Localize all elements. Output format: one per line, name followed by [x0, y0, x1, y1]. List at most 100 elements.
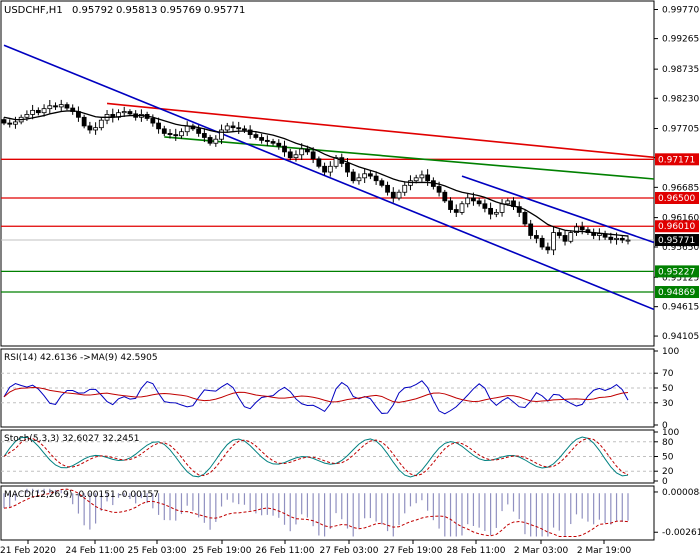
candle-body — [614, 237, 619, 240]
candle-body — [459, 203, 465, 213]
y-tick-label: 0.96685 — [662, 183, 699, 193]
macd-signal-line — [3, 488, 629, 538]
candle-body — [482, 203, 488, 209]
candle-body — [488, 207, 494, 215]
candle-body — [453, 209, 459, 213]
candle-body — [121, 111, 127, 114]
rsi-tick-label: 0 — [662, 421, 668, 431]
candle-body — [390, 191, 396, 199]
candle-body — [373, 175, 379, 182]
candle-body — [528, 223, 534, 236]
candle-body — [310, 151, 316, 160]
candle-body — [161, 128, 167, 134]
candle-body — [471, 197, 476, 202]
candle-body — [184, 125, 190, 133]
candle-body — [379, 180, 385, 186]
x-tick-label: 28 Feb 11:00 — [446, 546, 505, 556]
price-level-box — [655, 220, 699, 233]
candle-body — [13, 121, 18, 125]
candle-body — [362, 173, 368, 179]
macd-tick-label: -0.002614 — [662, 528, 700, 538]
candle-body — [402, 184, 408, 193]
candle-body — [327, 165, 333, 173]
candle-body — [127, 111, 133, 115]
candle-body — [201, 133, 207, 138]
candle-body — [287, 151, 293, 159]
candle-body — [534, 235, 539, 239]
macd-tick-label: 0.000084 — [662, 488, 700, 498]
y-tick-label: 0.94615 — [662, 303, 699, 313]
y-tick-label: 0.99265 — [662, 35, 699, 45]
trendline-blue-channel-lower — [3, 44, 655, 311]
main-pane-frame — [0, 0, 655, 347]
y-tick-label: 0.99770 — [662, 5, 699, 15]
price-level-box — [655, 286, 699, 299]
rsi-ma-line — [3, 387, 629, 403]
y-tick-label: 0.97705 — [662, 125, 699, 135]
candle-body — [442, 191, 448, 202]
main-header-symbol: USDCHF,H1 — [4, 5, 63, 16]
rsi-tick-label: 100 — [662, 347, 679, 357]
candle-body — [505, 200, 511, 205]
candle-body — [539, 237, 545, 248]
x-tick-label: 2 Mar 03:00 — [514, 546, 569, 556]
candle-body — [499, 203, 505, 213]
x-tick-label: 24 Feb 11:00 — [65, 546, 124, 556]
rsi-line — [3, 380, 629, 415]
stoch-tick-label: 0 — [662, 477, 668, 487]
candle-body — [465, 197, 471, 205]
candle-body — [35, 109, 41, 114]
price-level-box — [655, 265, 699, 278]
candle-body — [93, 127, 98, 131]
candle-body — [98, 119, 104, 129]
candle-body — [619, 237, 625, 241]
price-level-box — [655, 153, 699, 166]
candle-body — [596, 233, 602, 236]
y-tick-label: 0.96160 — [662, 214, 699, 224]
stoch-tick-label: 100 — [662, 428, 679, 438]
x-tick-label: 25 Feb 03:00 — [127, 546, 186, 556]
stoch-tick-label: 50 — [662, 453, 674, 463]
price-level-label: 0.96500 — [658, 194, 695, 204]
trendline-blue-channel-upper — [461, 175, 655, 244]
candle-body — [396, 191, 402, 199]
x-tick-label: 27 Feb 03:00 — [319, 546, 378, 556]
price-level-label: 0.94869 — [658, 288, 695, 298]
rsi-tick-label: 70 — [662, 369, 674, 379]
candle-body — [1, 119, 7, 124]
candle-body — [253, 134, 259, 138]
candle-body — [608, 236, 614, 240]
stoch-tick-label: 80 — [662, 438, 674, 448]
x-tick-label: 25 Feb 19:00 — [192, 546, 251, 556]
candle-body — [24, 114, 30, 118]
candle-body — [625, 239, 631, 242]
candle-body — [356, 177, 362, 182]
candle-body — [242, 128, 247, 131]
candle-body — [493, 212, 499, 215]
candle-body — [282, 145, 287, 153]
axis-layer: 0.997700.992650.987350.982300.977050.972… — [0, 5, 700, 556]
main-price-layer — [1, 44, 655, 311]
x-tick-label: 2 Mar 19:00 — [577, 546, 632, 556]
candle-body — [207, 137, 213, 144]
candle-body — [259, 137, 265, 141]
stoch-main-line — [3, 436, 629, 478]
candle-body — [385, 184, 390, 193]
candle-body — [299, 148, 305, 156]
candle-body — [305, 148, 310, 153]
stoch-header: Stoch(5,3,3) 32.6027 32.2451 — [4, 434, 139, 444]
candle-body — [213, 138, 219, 144]
candle-body — [568, 232, 574, 242]
candle-body — [81, 116, 87, 127]
candle-body — [236, 127, 242, 130]
candle-body — [367, 173, 373, 177]
current-price-label: 0.95771 — [658, 236, 695, 246]
candle-body — [53, 105, 58, 108]
price-level-box — [655, 192, 699, 204]
candle-body — [448, 200, 453, 210]
price-level-label: 0.97171 — [658, 155, 695, 165]
price-level-label: 0.95227 — [658, 267, 695, 277]
x-tick-label: 26 Feb 11:00 — [255, 546, 314, 556]
candle-body — [30, 109, 36, 115]
